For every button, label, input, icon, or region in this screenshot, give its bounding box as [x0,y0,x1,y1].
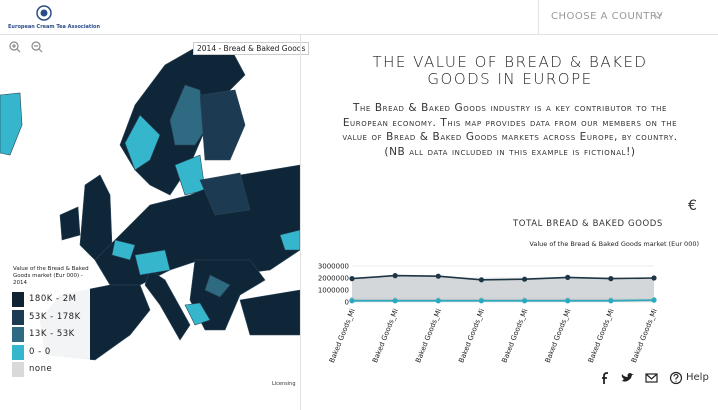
footer-icons [602,371,683,385]
panel-description: The Bread & Baked Goods industry is a ke… [342,102,678,158]
licensing-link[interactable]: Licensing [272,381,296,387]
legend: Value of the Bread & Baked Goods market … [10,260,90,385]
area [352,275,654,302]
legend-label: 180K - 2M [29,294,77,304]
x-tick-label: Baked Goods_Mi [371,308,400,364]
chart: Value of the Bread & Baked Goods market … [318,240,699,364]
twitter-icon[interactable] [621,373,634,382]
point [349,276,355,282]
mail-icon[interactable] [645,373,658,383]
x-tick-label: Baked Goods_Mi [500,308,529,364]
point [565,298,571,304]
point [608,298,614,304]
legend-item: 13K - 53K [12,327,88,343]
legend-swatch [12,344,24,360]
point [478,298,485,304]
legend-item: none [12,362,88,378]
point [392,273,398,279]
legend-title: Value of the Bread & Baked Goods market … [13,266,89,286]
point [521,298,528,304]
map [0,41,300,361]
chart-title: Value of the Bread & Baked Goods market … [529,240,699,248]
x-tick-label: Baked Goods_Mi [328,308,357,364]
header: European Cream Tea Association CHOOSE A … [0,0,718,35]
legend-label: 53K - 178K [29,311,81,322]
dataset-select[interactable]: 2014 - Bread & Baked Goods [193,42,310,55]
x-tick-label: Baked Goods_Mi [414,308,443,364]
legend-swatch [12,292,24,307]
point [392,298,398,304]
line [352,299,655,302]
help-icon[interactable] [669,371,683,385]
x-tick-label: Baked Goods_Mi [544,308,573,364]
legend-item: 53K - 178K [12,309,88,326]
y-tick-label: 3000000 [318,263,349,271]
point [478,277,485,283]
point [521,276,528,282]
help-link[interactable]: Help [686,372,709,383]
currency-toggle[interactable]: € [688,198,697,214]
point [435,273,441,279]
legend-swatch [12,309,24,325]
point [565,274,571,280]
point [349,298,355,304]
legend-label: none [29,364,53,374]
legend-label: 0 - 0 [29,346,51,357]
point [435,298,441,304]
country-select[interactable]: CHOOSE A COUNTRY [538,0,718,34]
point [651,275,657,281]
legend-swatch [12,362,24,377]
x-tick-label: Baked Goods_Mi [587,308,616,364]
point [608,276,614,282]
legend-item: 0 - 0 [12,344,88,361]
y-tick-label: 0 [345,299,349,307]
x-tick-label: Baked Goods_Mi [630,308,659,364]
y-tick-label: 2000000 [318,275,349,283]
legend-label: 13K - 53K [29,329,75,339]
panel-title: THE VALUE OF BREAD & BAKED GOODS IN EURO… [372,53,648,88]
line [351,274,655,281]
legend-item: 180K - 2M [12,292,88,308]
x-tick-label: Baked Goods_Mi [457,308,486,364]
logo [36,5,52,21]
divider [300,35,301,410]
facebook-icon[interactable] [602,372,608,384]
y-tick-label: 1000000 [318,287,349,295]
legend-swatch [12,327,24,342]
section-title: TOTAL BREAD & BAKED GOODS [513,219,663,229]
point [651,297,657,303]
logo-text: European Cream Tea Association [8,24,101,30]
dropdown-arrow [654,14,662,19]
